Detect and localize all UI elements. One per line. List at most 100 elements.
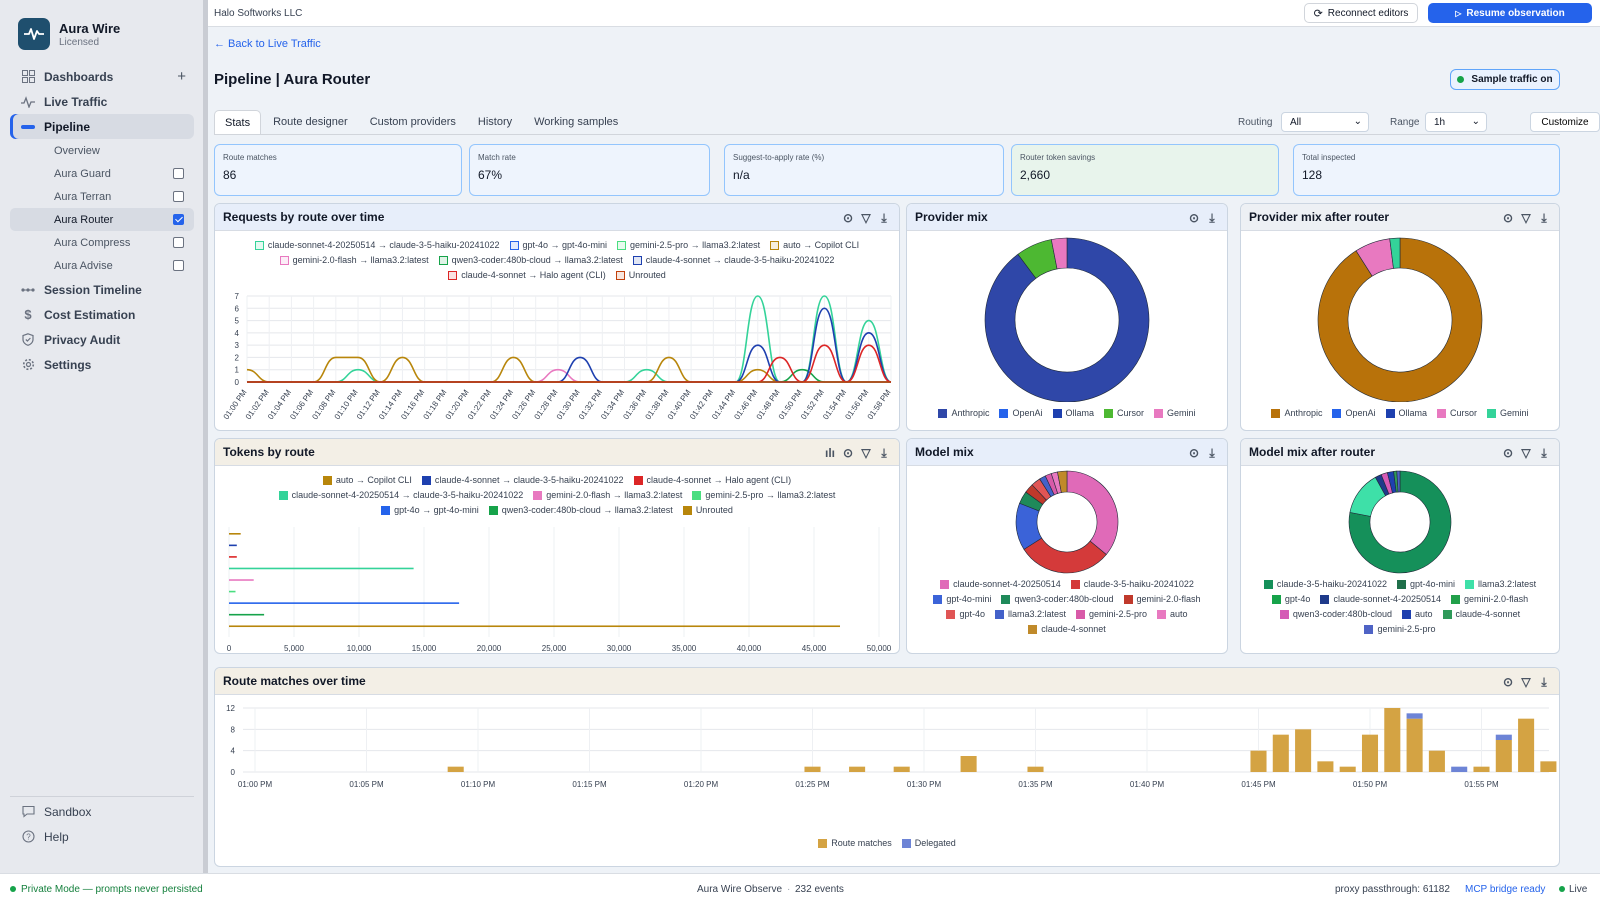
reset-icon[interactable]: ⊙: [1502, 446, 1514, 460]
reconnect-editors-button[interactable]: ⟳ Reconnect editors: [1304, 3, 1418, 23]
sub-aura-compress[interactable]: Aura Compress: [10, 231, 194, 254]
legend-item[interactable]: OpenAi: [1332, 406, 1376, 421]
aura-guard-checkbox[interactable]: [173, 168, 184, 179]
bar-chart-icon[interactable]: ılı: [824, 446, 835, 460]
tab-history[interactable]: History: [477, 116, 513, 128]
nav-cost-estimation[interactable]: $ Cost Estimation: [10, 302, 194, 327]
legend-item[interactable]: Delegated: [901, 836, 956, 851]
legend-item[interactable]: Gemini: [1487, 406, 1529, 421]
filter-icon[interactable]: ▽: [1521, 446, 1531, 460]
filter-icon[interactable]: ▽: [861, 446, 871, 460]
legend-item[interactable]: Cursor: [1104, 406, 1144, 421]
legend-item[interactable]: gemini-2.5-pro → llama3.2:latest: [617, 238, 760, 253]
sub-aura-guard[interactable]: Aura Guard: [10, 162, 194, 185]
download-icon[interactable]: ⤓: [1541, 445, 1547, 460]
reset-icon[interactable]: ⊙: [842, 211, 854, 225]
download-icon[interactable]: ⤓: [881, 445, 887, 460]
nav-pipeline[interactable]: Pipeline: [10, 114, 194, 139]
legend-item[interactable]: gpt-4o-mini: [1397, 577, 1455, 592]
legend-item[interactable]: Route matches: [818, 836, 892, 851]
reset-icon[interactable]: ⊙: [1188, 446, 1200, 460]
legend-item[interactable]: Anthropic: [938, 406, 989, 421]
legend-item[interactable]: claude-sonnet-4-20250514 → claude-3-5-ha…: [278, 488, 523, 503]
download-icon[interactable]: ⤓: [1209, 445, 1215, 460]
reset-icon[interactable]: ⊙: [1502, 211, 1514, 225]
legend-item[interactable]: gemini-2.0-flash → llama3.2:latest: [533, 488, 682, 503]
download-icon[interactable]: ⤓: [1541, 674, 1547, 689]
legend-item[interactable]: gemini-2.0-flash → llama3.2:latest: [279, 253, 429, 268]
download-icon[interactable]: ⤓: [1209, 210, 1215, 225]
tab-custom-providers[interactable]: Custom providers: [369, 116, 456, 128]
resume-observation-button[interactable]: ▷ Resume observation: [1428, 3, 1592, 23]
legend-item[interactable]: claude-4-sonnet → claude-3-5-haiku-20241…: [421, 473, 624, 488]
legend-item[interactable]: claude-sonnet-4-20250514 → claude-3-5-ha…: [254, 238, 500, 253]
back-to-live-traffic-link[interactable]: ← Back to Live Traffic: [214, 38, 321, 50]
pie-slice[interactable]: [1050, 237, 1068, 270]
legend-item[interactable]: Anthropic: [1271, 406, 1322, 421]
legend-item[interactable]: auto → Copilot CLI: [770, 238, 859, 253]
legend-item[interactable]: auto: [1157, 607, 1188, 622]
pie-slice[interactable]: [1348, 470, 1452, 574]
aura-advise-checkbox[interactable]: [173, 260, 184, 271]
legend-item[interactable]: gemini-2.0-flash: [1123, 592, 1201, 607]
aura-compress-checkbox[interactable]: [173, 237, 184, 248]
legend-item[interactable]: claude-4-sonnet → claude-3-5-haiku-20241…: [632, 253, 834, 268]
sub-aura-router[interactable]: Aura Router: [10, 208, 194, 231]
tab-route-designer[interactable]: Route designer: [273, 116, 348, 128]
legend-item[interactable]: qwen3-coder:480b-cloud → llama3.2:latest: [438, 253, 623, 268]
legend-item[interactable]: Gemini: [1154, 406, 1196, 421]
legend-item[interactable]: qwen3-coder:480b-cloud → llama3.2:latest: [488, 503, 673, 518]
customize-button[interactable]: Customize: [1530, 112, 1600, 132]
legend-item[interactable]: claude-sonnet-4-20250514: [940, 577, 1061, 592]
download-icon[interactable]: ⤓: [881, 210, 887, 225]
aura-terran-checkbox[interactable]: [173, 191, 184, 202]
pie-slice[interactable]: [1066, 470, 1119, 555]
nav-session-timeline[interactable]: Session Timeline: [10, 277, 194, 302]
aura-router-checkbox[interactable]: [173, 214, 184, 225]
legend-item[interactable]: claude-4-sonnet → Halo agent (CLI): [448, 268, 606, 283]
routing-select[interactable]: All ⌄: [1281, 112, 1369, 132]
nav-live-traffic[interactable]: Live Traffic: [10, 89, 194, 114]
nav-dashboards[interactable]: Dashboards +: [10, 64, 194, 89]
nav-help[interactable]: ? Help: [10, 824, 194, 849]
reset-icon[interactable]: ⊙: [842, 446, 854, 460]
reset-icon[interactable]: ⊙: [1502, 675, 1514, 689]
tab-stats[interactable]: Stats: [214, 110, 262, 134]
legend-item[interactable]: gemini-2.5-pro: [1364, 622, 1436, 637]
pie-slice[interactable]: [1389, 237, 1401, 269]
legend-item[interactable]: claude-4-sonnet → Halo agent (CLI): [633, 473, 791, 488]
pie-slice[interactable]: [1317, 237, 1483, 402]
legend-item[interactable]: gemini-2.0-flash: [1451, 592, 1528, 607]
sample-traffic-toggle[interactable]: Sample traffic on: [1450, 69, 1560, 90]
pie-slice[interactable]: [1057, 470, 1068, 493]
nav-privacy-audit[interactable]: Privacy Audit: [10, 327, 194, 352]
legend-item[interactable]: llama3.2:latest: [1465, 577, 1536, 592]
filter-icon[interactable]: ▽: [1521, 675, 1531, 689]
nav-settings[interactable]: Settings: [10, 352, 194, 377]
legend-item[interactable]: claude-4-sonnet: [1028, 622, 1106, 637]
legend-item[interactable]: Cursor: [1437, 406, 1477, 421]
legend-item[interactable]: claude-sonnet-4-20250514: [1320, 592, 1441, 607]
legend-item[interactable]: qwen3-coder:480b-cloud: [1279, 607, 1392, 622]
legend-item[interactable]: gemini-2.5-pro: [1076, 607, 1147, 622]
pie-slice[interactable]: [984, 237, 1150, 402]
legend-item[interactable]: Ollama: [1385, 406, 1427, 421]
legend-item[interactable]: auto: [1402, 607, 1433, 622]
legend-item[interactable]: qwen3-coder:480b-cloud: [1001, 592, 1114, 607]
legend-item[interactable]: claude-3-5-haiku-20241022: [1070, 577, 1194, 592]
add-dashboard-plus-icon[interactable]: +: [177, 68, 186, 85]
legend-item[interactable]: gemini-2.5-pro → llama3.2:latest: [692, 488, 835, 503]
legend-item[interactable]: Ollama: [1052, 406, 1094, 421]
legend-item[interactable]: Unrouted: [682, 503, 733, 518]
legend-item[interactable]: gpt-4o: [1271, 592, 1310, 607]
legend-item[interactable]: claude-4-sonnet: [1442, 607, 1520, 622]
filter-icon[interactable]: ▽: [861, 211, 871, 225]
sub-aura-terran[interactable]: Aura Terran: [10, 185, 194, 208]
range-select[interactable]: 1h ⌄: [1425, 112, 1487, 132]
sub-overview[interactable]: Overview: [10, 139, 194, 162]
legend-item[interactable]: llama3.2:latest: [994, 607, 1066, 622]
legend-item[interactable]: claude-3-5-haiku-20241022: [1263, 577, 1387, 592]
tab-working-samples[interactable]: Working samples: [534, 116, 619, 128]
legend-item[interactable]: gpt-4o-mini: [933, 592, 991, 607]
legend-item[interactable]: gpt-4o → gpt-4o-mini: [381, 503, 479, 518]
